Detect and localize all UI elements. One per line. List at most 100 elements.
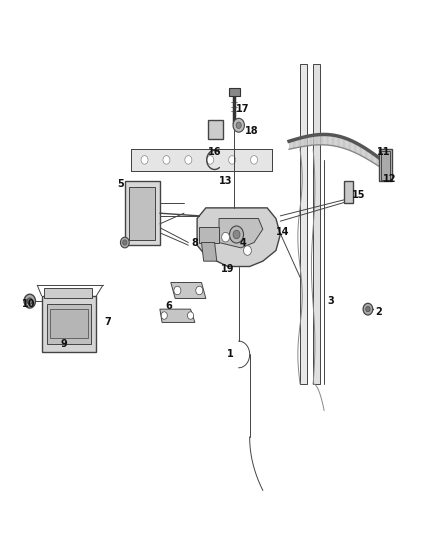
- Polygon shape: [50, 309, 88, 338]
- Polygon shape: [350, 140, 351, 151]
- Polygon shape: [47, 304, 91, 344]
- Polygon shape: [345, 138, 346, 149]
- Polygon shape: [340, 136, 342, 148]
- Circle shape: [187, 312, 194, 319]
- Polygon shape: [42, 296, 96, 352]
- Circle shape: [222, 232, 230, 242]
- Polygon shape: [343, 138, 344, 148]
- Polygon shape: [131, 149, 272, 171]
- Polygon shape: [171, 282, 206, 298]
- Text: 12: 12: [383, 174, 396, 183]
- Polygon shape: [326, 134, 327, 145]
- Polygon shape: [338, 136, 339, 147]
- Text: 11: 11: [377, 147, 390, 157]
- Polygon shape: [371, 152, 372, 162]
- Polygon shape: [290, 141, 292, 149]
- Polygon shape: [311, 135, 312, 146]
- Polygon shape: [333, 135, 334, 146]
- Text: 6: 6: [165, 302, 172, 311]
- Polygon shape: [356, 143, 357, 154]
- Text: 15: 15: [353, 190, 366, 199]
- Polygon shape: [379, 158, 381, 167]
- Polygon shape: [304, 137, 305, 147]
- Polygon shape: [379, 149, 392, 181]
- Polygon shape: [44, 288, 92, 298]
- Polygon shape: [381, 159, 382, 168]
- Polygon shape: [373, 154, 374, 164]
- Polygon shape: [357, 144, 359, 155]
- Polygon shape: [382, 160, 383, 169]
- Polygon shape: [292, 140, 293, 149]
- Polygon shape: [125, 181, 160, 245]
- Polygon shape: [318, 135, 320, 145]
- Circle shape: [244, 246, 251, 255]
- Polygon shape: [381, 151, 390, 180]
- Polygon shape: [360, 145, 361, 156]
- Polygon shape: [303, 137, 304, 147]
- Polygon shape: [294, 140, 295, 148]
- Polygon shape: [354, 142, 355, 152]
- Polygon shape: [367, 150, 368, 160]
- Polygon shape: [383, 161, 384, 169]
- Polygon shape: [297, 139, 299, 148]
- Polygon shape: [351, 141, 353, 151]
- Polygon shape: [344, 138, 345, 149]
- Polygon shape: [336, 135, 337, 147]
- Circle shape: [363, 303, 373, 315]
- Text: 13: 13: [219, 176, 232, 186]
- Polygon shape: [344, 181, 353, 203]
- Polygon shape: [331, 135, 332, 146]
- Polygon shape: [334, 135, 336, 146]
- Polygon shape: [368, 150, 370, 160]
- Polygon shape: [201, 243, 217, 261]
- Polygon shape: [289, 141, 290, 149]
- Polygon shape: [322, 134, 323, 145]
- Polygon shape: [365, 148, 366, 158]
- Polygon shape: [301, 138, 303, 147]
- Polygon shape: [229, 88, 240, 96]
- Circle shape: [161, 312, 167, 319]
- Circle shape: [233, 118, 244, 132]
- Polygon shape: [309, 136, 310, 146]
- Polygon shape: [160, 309, 195, 322]
- Circle shape: [120, 237, 129, 248]
- Polygon shape: [320, 134, 321, 145]
- Polygon shape: [295, 139, 297, 148]
- Polygon shape: [293, 140, 294, 149]
- Polygon shape: [314, 135, 316, 145]
- Polygon shape: [372, 153, 373, 163]
- Polygon shape: [310, 135, 311, 146]
- Polygon shape: [376, 156, 377, 165]
- Polygon shape: [329, 135, 331, 146]
- Polygon shape: [361, 146, 362, 156]
- Polygon shape: [129, 187, 155, 240]
- Polygon shape: [332, 135, 333, 146]
- Circle shape: [229, 156, 236, 164]
- Circle shape: [230, 226, 244, 243]
- Text: 4: 4: [240, 238, 247, 247]
- Polygon shape: [378, 157, 379, 167]
- Polygon shape: [199, 227, 219, 243]
- Circle shape: [251, 156, 258, 164]
- Circle shape: [207, 156, 214, 164]
- Text: 3: 3: [327, 296, 334, 306]
- Polygon shape: [306, 136, 307, 146]
- Circle shape: [123, 240, 127, 245]
- Polygon shape: [359, 144, 360, 155]
- Polygon shape: [299, 138, 300, 147]
- Polygon shape: [366, 149, 367, 159]
- Polygon shape: [316, 135, 317, 145]
- Circle shape: [233, 230, 240, 239]
- Polygon shape: [342, 137, 343, 148]
- Text: 18: 18: [245, 126, 259, 135]
- Circle shape: [366, 306, 370, 312]
- Circle shape: [141, 156, 148, 164]
- Text: 7: 7: [104, 318, 111, 327]
- Circle shape: [236, 122, 241, 128]
- Polygon shape: [328, 135, 329, 146]
- Polygon shape: [348, 139, 349, 150]
- Polygon shape: [300, 64, 307, 384]
- Text: 1: 1: [226, 350, 233, 359]
- Polygon shape: [337, 136, 338, 147]
- Circle shape: [163, 156, 170, 164]
